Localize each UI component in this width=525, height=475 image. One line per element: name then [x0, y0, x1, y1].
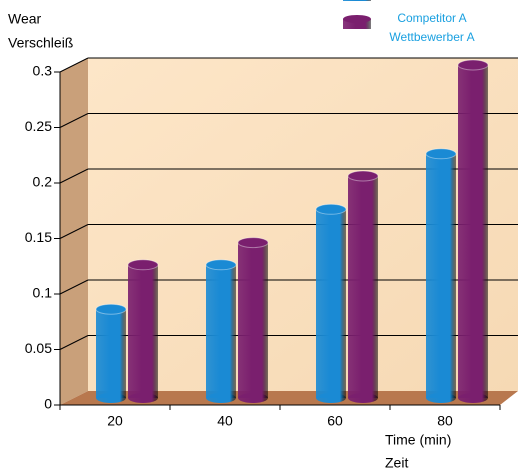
- legend-swatch: [343, 0, 371, 1]
- y-tick-label: 0.3: [33, 63, 53, 79]
- x-tick-label: 60: [327, 413, 343, 429]
- grid-line: [59, 279, 89, 295]
- x-label: Time (min): [385, 432, 451, 448]
- bar: [205, 259, 237, 403]
- bar: [95, 303, 127, 403]
- bar-body: [96, 309, 126, 398]
- legend-label: Wettbewerber A: [389, 30, 474, 44]
- bar-cap: [347, 170, 379, 182]
- y-tick-label: 0: [44, 396, 52, 412]
- x-label: Zeit: [385, 455, 408, 471]
- bar-cap: [205, 259, 237, 271]
- y-tick-label: 0.15: [25, 229, 52, 245]
- bar-cap: [425, 148, 457, 160]
- bar: [457, 59, 489, 403]
- x-tick-label: 40: [217, 413, 233, 429]
- bar: [237, 237, 269, 403]
- bar-body: [426, 153, 456, 398]
- grid-line: [59, 168, 89, 184]
- floor: [60, 391, 518, 405]
- bar-body: [238, 242, 268, 398]
- y-label: Verschleiß: [8, 35, 73, 51]
- legend-swatch-cap: [343, 15, 371, 23]
- grid-line: [59, 113, 89, 128]
- bar: [425, 148, 457, 403]
- y-tick-label: 0.05: [25, 340, 52, 356]
- legend-swatch: [343, 19, 371, 29]
- x-tick-label: 80: [437, 413, 453, 429]
- bar-cap: [315, 203, 347, 215]
- bar-body: [316, 209, 346, 398]
- y-label: Wear: [8, 11, 42, 27]
- bar-body: [128, 264, 158, 398]
- y-tick-label: 0.2: [33, 174, 53, 190]
- bar-cap: [127, 259, 159, 271]
- bar-body: [458, 65, 488, 398]
- legend-label: Competitor A: [397, 11, 466, 25]
- y-tick-label: 0.25: [25, 118, 52, 134]
- x-tick-label: 20: [107, 413, 123, 429]
- bar: [315, 203, 347, 403]
- grid-line: [59, 224, 89, 239]
- bar-cap: [95, 303, 127, 315]
- bar: [347, 170, 379, 403]
- y-tick-label: 0.1: [33, 285, 53, 301]
- bar-body: [206, 264, 236, 398]
- grid-line: [59, 335, 89, 350]
- legend-label: BOS-01: [378, 0, 450, 1]
- bar-cap: [237, 237, 269, 249]
- bar: [127, 259, 159, 403]
- grid-line: [59, 57, 89, 73]
- bar-cap: [457, 59, 489, 71]
- bar-body: [348, 176, 378, 398]
